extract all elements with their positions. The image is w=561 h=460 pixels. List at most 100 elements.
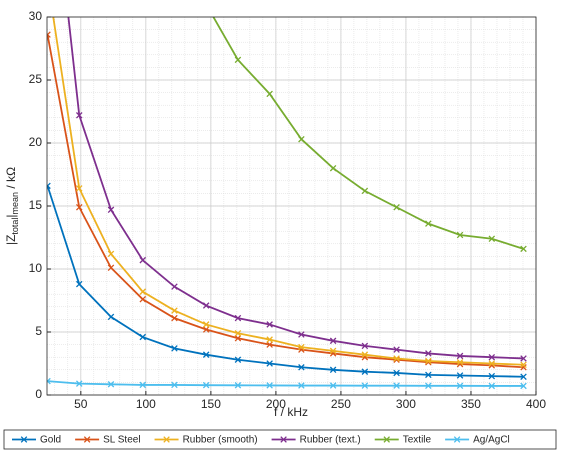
marker xyxy=(107,381,115,388)
marker xyxy=(298,135,305,143)
marker xyxy=(234,56,242,64)
series-line xyxy=(47,34,524,369)
series-line xyxy=(52,17,524,366)
marker xyxy=(425,357,432,365)
marker xyxy=(329,347,337,355)
y-tick-label: 30 xyxy=(29,9,43,23)
marker xyxy=(488,372,496,380)
marker xyxy=(456,358,464,366)
marker xyxy=(75,380,83,387)
marker xyxy=(361,187,369,195)
marker xyxy=(266,321,273,328)
legend-label: Rubber (smooth) xyxy=(183,435,258,446)
marker xyxy=(520,355,527,362)
marker xyxy=(456,231,464,239)
marker xyxy=(83,436,91,443)
axes: 50 100 150 200 250 300 350 400 0 5 10 15 20 25 30 xyxy=(29,9,547,411)
marker xyxy=(361,351,369,358)
marker xyxy=(329,337,337,345)
y-label-subscript: total xyxy=(10,218,20,235)
y-tick-label: 5 xyxy=(35,324,42,338)
marker xyxy=(202,381,210,389)
marker xyxy=(520,245,527,253)
y-label-part: |Z xyxy=(4,235,18,245)
marker xyxy=(75,185,83,192)
legend: Gold SL Steel Rubber (smooth) Rubber (text.… xyxy=(12,435,510,446)
marker xyxy=(234,335,242,342)
marker xyxy=(139,256,146,264)
y-tick-label: 0 xyxy=(35,387,42,401)
marker xyxy=(202,302,210,309)
marker xyxy=(202,326,210,333)
y-label-part: / kΩ xyxy=(4,167,18,192)
marker xyxy=(298,364,305,371)
y-label-subscript: mean xyxy=(10,192,20,215)
marker xyxy=(171,283,178,290)
marker xyxy=(393,204,400,211)
marker xyxy=(234,382,242,389)
marker xyxy=(329,366,337,374)
x-tick-label: 100 xyxy=(136,397,156,411)
marker xyxy=(47,182,51,190)
marker xyxy=(520,361,527,369)
marker xyxy=(361,342,369,350)
marker xyxy=(171,345,178,352)
marker xyxy=(361,368,369,375)
marker xyxy=(171,381,178,389)
y-tick-label: 15 xyxy=(29,198,43,212)
y-tick-label: 25 xyxy=(29,72,43,86)
x-tick-label: 150 xyxy=(201,397,221,411)
x-tick-label: 400 xyxy=(526,397,546,411)
y-axis-label: |Ztotal|mean / kΩ xyxy=(4,167,20,245)
marker xyxy=(393,346,400,353)
marker xyxy=(266,90,273,98)
marker xyxy=(171,307,178,314)
marker xyxy=(488,360,496,367)
legend-label: Gold xyxy=(40,435,61,446)
marker xyxy=(107,206,115,214)
marker xyxy=(163,436,170,443)
marker xyxy=(488,353,496,361)
x-tick-label: 250 xyxy=(331,397,351,411)
marker xyxy=(361,382,369,389)
plot xyxy=(47,2,527,390)
x-tick-label: 300 xyxy=(396,397,416,411)
legend-label: SL Steel xyxy=(103,435,140,446)
marker xyxy=(266,382,273,389)
marker xyxy=(202,351,210,358)
marker xyxy=(139,333,146,341)
marker xyxy=(329,164,337,172)
legend-label: Rubber (text.) xyxy=(300,435,361,446)
marker xyxy=(298,382,305,389)
marker xyxy=(234,314,242,322)
y-tick-label: 20 xyxy=(29,135,43,149)
series-line xyxy=(47,380,524,387)
marker xyxy=(456,382,464,390)
marker xyxy=(171,314,178,322)
marker xyxy=(425,371,432,379)
series-line xyxy=(67,17,524,360)
marker xyxy=(453,436,461,443)
legend-label: Textile xyxy=(403,435,432,446)
marker xyxy=(266,336,273,343)
marker xyxy=(298,343,305,351)
marker xyxy=(456,352,464,360)
x-axis-label: f / kHz xyxy=(274,405,308,419)
marker xyxy=(139,381,146,389)
marker xyxy=(456,372,464,379)
marker xyxy=(139,295,146,303)
marker xyxy=(234,356,242,363)
marker xyxy=(203,2,209,8)
marker xyxy=(107,264,115,271)
marker xyxy=(107,250,115,258)
marker xyxy=(520,373,527,380)
marker xyxy=(139,288,146,295)
x-tick-label: 200 xyxy=(266,397,286,411)
marker xyxy=(234,330,242,337)
x-tick-label: 350 xyxy=(461,397,481,411)
marker xyxy=(520,382,527,390)
marker xyxy=(75,280,83,288)
marker xyxy=(393,382,400,389)
